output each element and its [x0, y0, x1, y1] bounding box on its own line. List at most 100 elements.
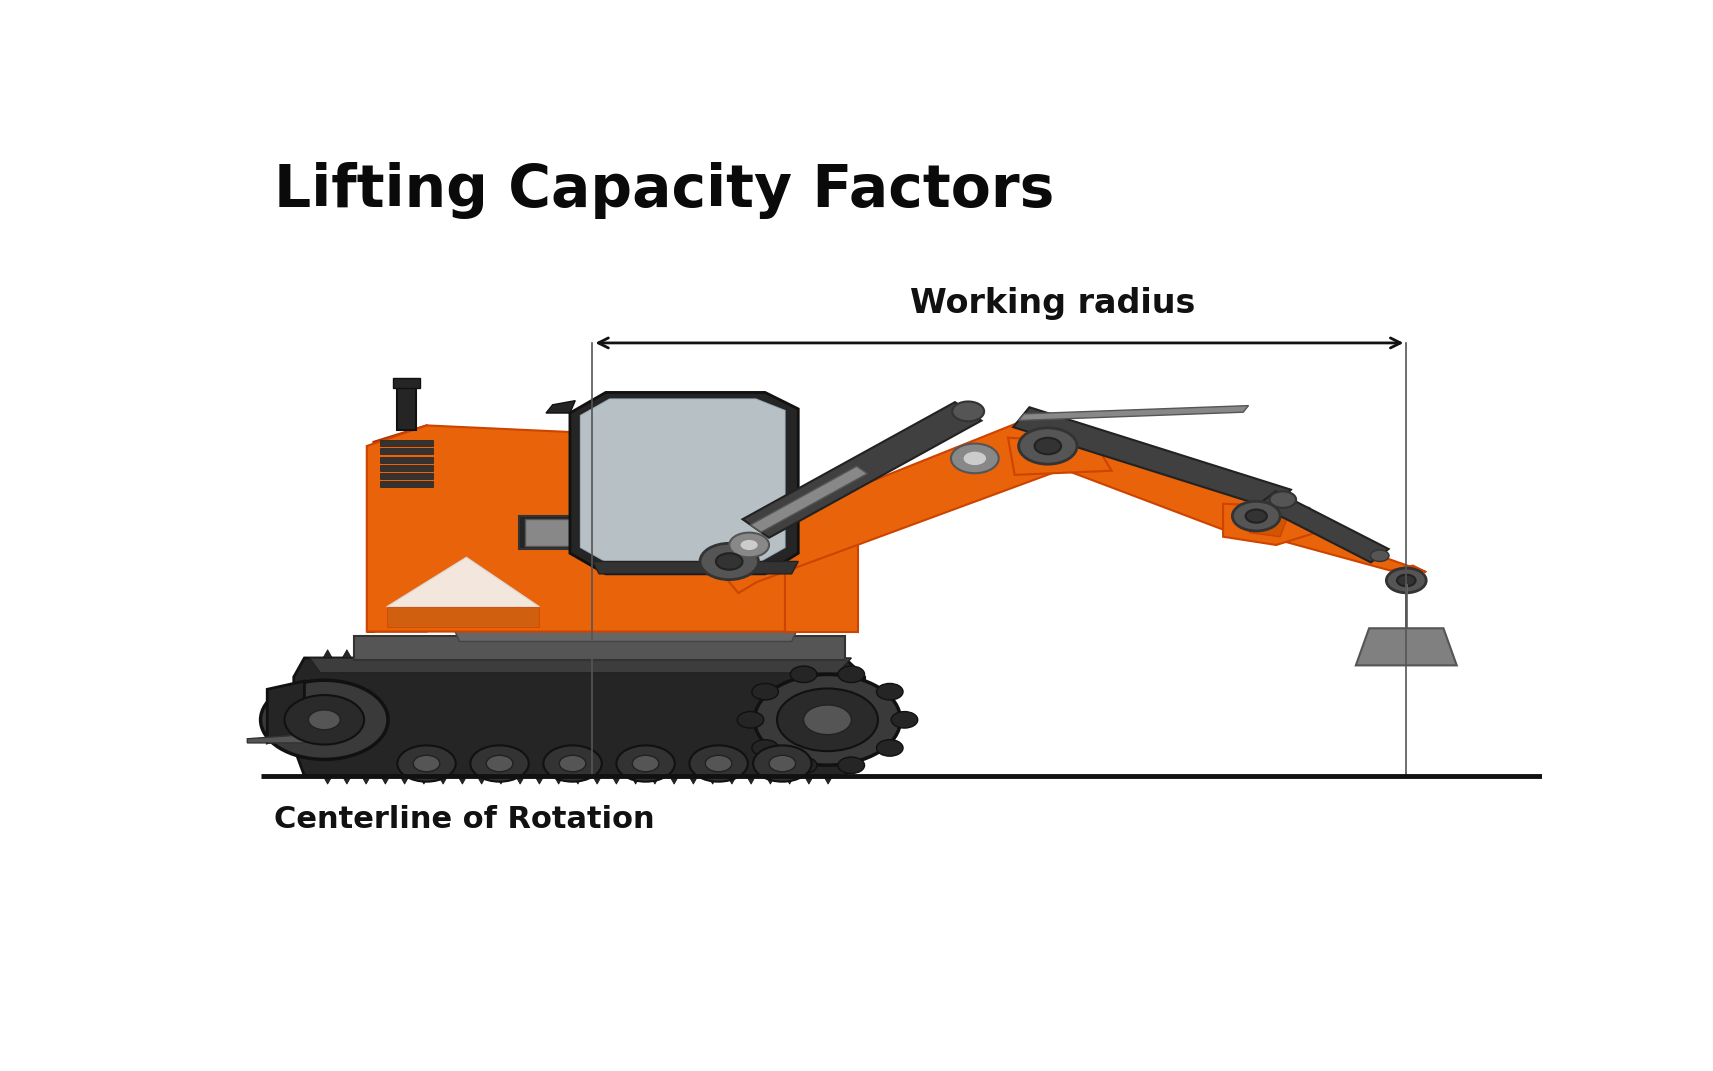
- Polygon shape: [707, 650, 718, 658]
- Circle shape: [1035, 438, 1060, 454]
- Circle shape: [803, 705, 851, 735]
- Polygon shape: [247, 735, 305, 743]
- Polygon shape: [593, 650, 601, 658]
- Text: Lifting Capacity Factors: Lifting Capacity Factors: [274, 162, 1053, 218]
- Polygon shape: [291, 690, 373, 714]
- Circle shape: [769, 755, 795, 772]
- Polygon shape: [593, 561, 798, 574]
- Polygon shape: [1257, 492, 1389, 562]
- Polygon shape: [689, 650, 697, 658]
- Polygon shape: [1012, 407, 1292, 510]
- Polygon shape: [553, 650, 564, 658]
- Circle shape: [778, 689, 879, 751]
- Polygon shape: [707, 775, 718, 784]
- Circle shape: [617, 745, 675, 782]
- Bar: [380, 456, 433, 463]
- Polygon shape: [574, 650, 582, 658]
- Circle shape: [740, 539, 759, 550]
- Polygon shape: [612, 775, 622, 784]
- Polygon shape: [1036, 433, 1273, 536]
- Polygon shape: [353, 636, 845, 661]
- Circle shape: [486, 755, 512, 772]
- Polygon shape: [1250, 510, 1290, 537]
- Circle shape: [1398, 575, 1415, 586]
- Circle shape: [397, 745, 456, 782]
- Polygon shape: [593, 775, 601, 784]
- Polygon shape: [702, 419, 1065, 593]
- Polygon shape: [534, 650, 545, 658]
- Polygon shape: [824, 775, 833, 784]
- Polygon shape: [343, 775, 351, 784]
- Polygon shape: [420, 775, 428, 784]
- Circle shape: [877, 683, 903, 700]
- Circle shape: [891, 711, 918, 728]
- Polygon shape: [689, 775, 697, 784]
- Circle shape: [689, 745, 749, 782]
- Polygon shape: [361, 650, 370, 658]
- Polygon shape: [785, 775, 795, 784]
- Polygon shape: [534, 775, 545, 784]
- Circle shape: [963, 451, 987, 466]
- Polygon shape: [1007, 438, 1112, 474]
- Bar: [397, 384, 416, 429]
- Polygon shape: [497, 775, 505, 784]
- Polygon shape: [452, 628, 798, 642]
- Polygon shape: [581, 399, 785, 564]
- Polygon shape: [524, 519, 588, 546]
- Circle shape: [716, 554, 742, 570]
- Circle shape: [790, 666, 817, 682]
- Polygon shape: [401, 650, 409, 658]
- Circle shape: [877, 740, 903, 756]
- Polygon shape: [387, 557, 540, 607]
- Polygon shape: [803, 650, 814, 658]
- Polygon shape: [728, 650, 737, 658]
- Polygon shape: [824, 650, 833, 658]
- Polygon shape: [380, 650, 391, 658]
- Polygon shape: [439, 650, 447, 658]
- Polygon shape: [747, 775, 755, 784]
- Polygon shape: [574, 775, 582, 784]
- Circle shape: [413, 755, 440, 772]
- Text: Centerline of Rotation: Centerline of Rotation: [274, 804, 654, 833]
- Circle shape: [632, 755, 660, 772]
- Circle shape: [752, 740, 778, 756]
- Polygon shape: [630, 775, 641, 784]
- Polygon shape: [546, 401, 576, 413]
- Bar: [380, 440, 433, 446]
- Circle shape: [730, 532, 769, 557]
- Polygon shape: [670, 650, 678, 658]
- Text: Working radius: Working radius: [910, 287, 1196, 320]
- Circle shape: [284, 695, 365, 744]
- Polygon shape: [785, 650, 795, 658]
- Polygon shape: [553, 775, 564, 784]
- Polygon shape: [612, 650, 622, 658]
- Polygon shape: [747, 650, 755, 658]
- Polygon shape: [267, 681, 305, 743]
- Polygon shape: [516, 650, 524, 658]
- Bar: [380, 449, 433, 454]
- Circle shape: [701, 543, 759, 579]
- Polygon shape: [387, 607, 540, 628]
- Polygon shape: [785, 516, 858, 632]
- Polygon shape: [766, 775, 774, 784]
- Circle shape: [754, 745, 812, 782]
- Polygon shape: [651, 650, 660, 658]
- Circle shape: [838, 666, 865, 682]
- Circle shape: [754, 675, 901, 765]
- Polygon shape: [651, 775, 660, 784]
- Circle shape: [1232, 501, 1280, 531]
- Polygon shape: [310, 658, 851, 673]
- Bar: [394, 378, 420, 389]
- Polygon shape: [570, 392, 798, 574]
- Polygon shape: [670, 775, 678, 784]
- Polygon shape: [1245, 523, 1427, 572]
- Polygon shape: [742, 402, 982, 538]
- Polygon shape: [750, 466, 867, 532]
- Polygon shape: [361, 775, 370, 784]
- Polygon shape: [457, 775, 468, 784]
- Polygon shape: [476, 650, 486, 658]
- Polygon shape: [324, 650, 332, 658]
- Polygon shape: [324, 775, 332, 784]
- Circle shape: [1245, 510, 1268, 523]
- Circle shape: [952, 402, 983, 421]
